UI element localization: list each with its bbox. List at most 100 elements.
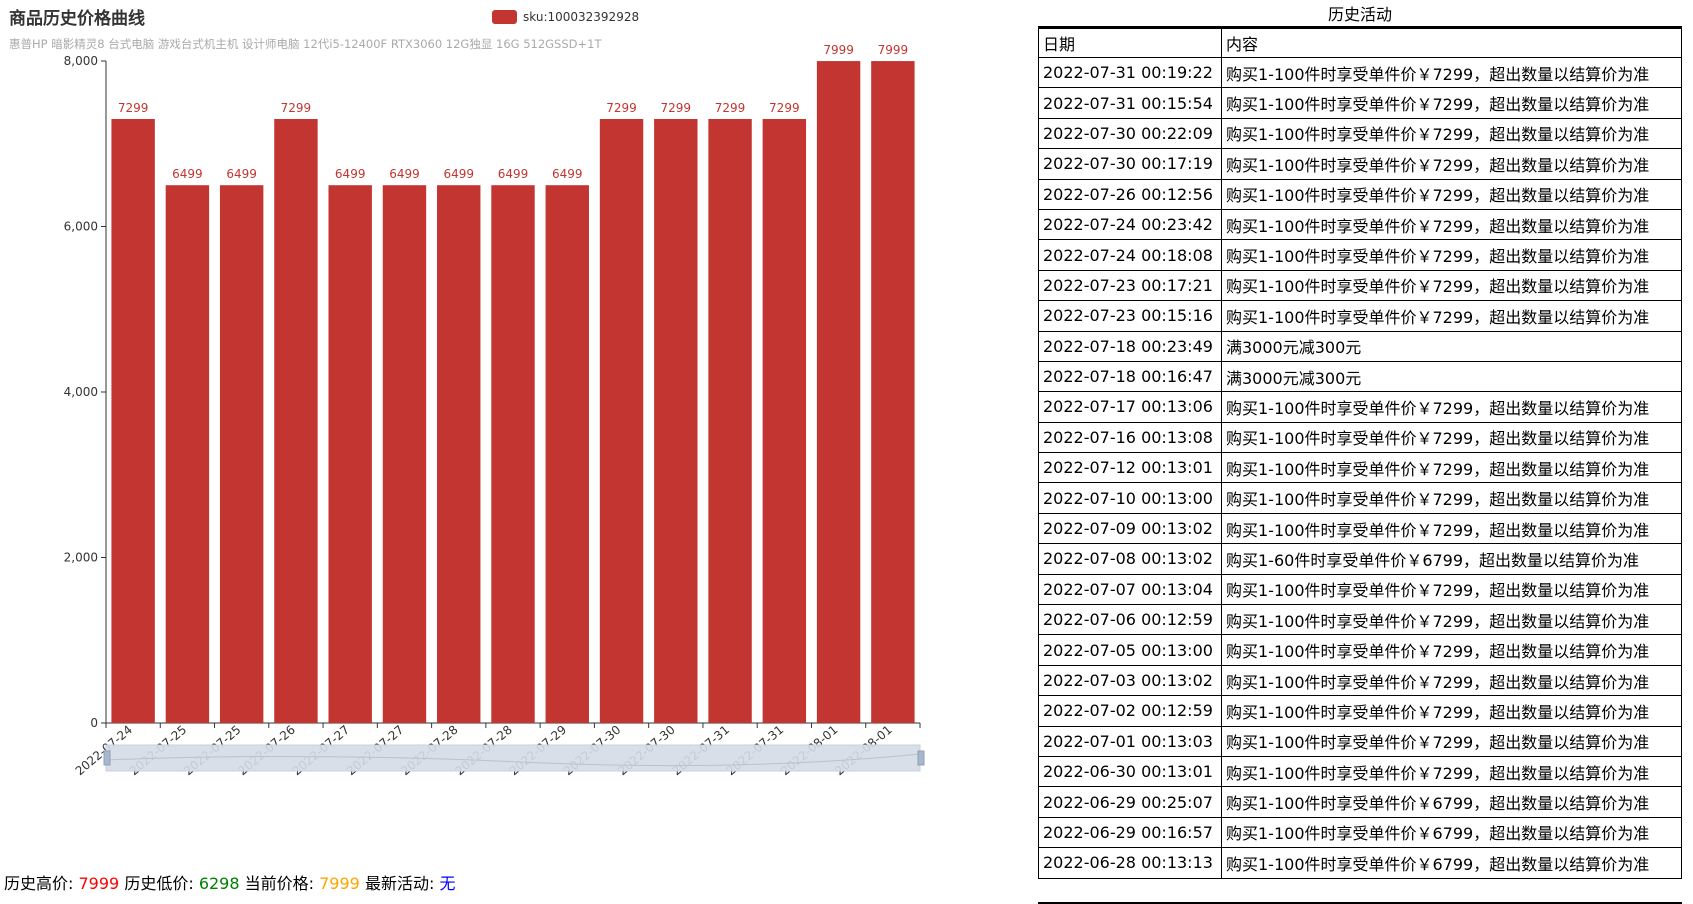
row-content: 购买1-100件时享受单件价￥7299，超出数量以结算价为准 xyxy=(1221,148,1682,180)
table-row: 2022-07-05 00:13:00 购买1-100件时享受单件价￥7299，超… xyxy=(1038,634,1682,666)
bar-value-label: 6499 xyxy=(172,167,203,181)
bar[interactable] xyxy=(816,61,861,723)
bar[interactable] xyxy=(708,119,752,723)
bar-value-label: 7299 xyxy=(118,101,149,115)
row-content: 购买1-100件时享受单件价￥7299，超出数量以结算价为准 xyxy=(1221,452,1682,484)
bar[interactable] xyxy=(545,185,589,723)
row-content: 购买1-100件时享受单件价￥7299，超出数量以结算价为准 xyxy=(1221,482,1682,514)
table-row: 2022-07-30 00:17:19 购买1-100件时享受单件价￥7299，超… xyxy=(1038,148,1682,180)
history-table-wrapper[interactable]: 日期 内容 2022-07-31 00:19:22 购买1-100件时享受单件价￥… xyxy=(1038,26,1682,904)
legend[interactable]: sku:100032392928 xyxy=(492,10,639,24)
row-date: 2022-07-30 00:22:09 xyxy=(1038,117,1222,150)
row-content: 购买1-100件时享受单件价￥7299，超出数量以结算价为准 xyxy=(1221,664,1682,697)
table-row: 2022-07-31 00:15:54 购买1-100件时享受单件价￥7299，超… xyxy=(1038,87,1682,119)
latest-activity-label: 最新活动: xyxy=(364,874,435,893)
bar[interactable] xyxy=(491,185,535,723)
row-content: 购买1-100件时享受单件价￥7299，超出数量以结算价为准 xyxy=(1221,695,1682,727)
table-row: 2022-07-03 00:13:02 购买1-100件时享受单件价￥7299，超… xyxy=(1038,664,1682,697)
zoom-handle-right[interactable] xyxy=(917,750,925,766)
row-content: 购买1-100件时享受单件价￥7299，超出数量以结算价为准 xyxy=(1221,239,1682,271)
row-date: 2022-07-06 00:12:59 xyxy=(1038,604,1222,636)
table-row: 2022-06-28 00:13:13 购买1-100件时享受单件价￥6799，超… xyxy=(1038,847,1682,879)
header-content: 内容 xyxy=(1221,28,1682,58)
row-date: 2022-06-28 00:13:13 xyxy=(1038,847,1222,879)
row-content: 购买1-100件时享受单件价￥7299，超出数量以结算价为准 xyxy=(1221,755,1682,788)
bar-value-label: 6499 xyxy=(226,167,257,181)
row-date: 2022-06-30 00:13:01 xyxy=(1038,755,1222,788)
bar[interactable] xyxy=(382,185,427,723)
zoom-handle-left[interactable] xyxy=(103,750,111,766)
bar[interactable] xyxy=(111,119,155,723)
table-row: 2022-07-23 00:17:21 购买1-100件时享受单件价￥7299，超… xyxy=(1038,269,1682,302)
row-date: 2022-07-12 00:13:01 xyxy=(1038,452,1222,484)
row-content: 购买1-100件时享受单件价￥7299，超出数量以结算价为准 xyxy=(1221,269,1682,302)
row-content: 购买1-100件时享受单件价￥7299，超出数量以结算价为准 xyxy=(1221,178,1682,210)
row-date: 2022-07-23 00:17:21 xyxy=(1038,269,1222,302)
y-tick-label: 6,000 xyxy=(64,220,98,234)
table-header-row: 日期 内容 xyxy=(1038,28,1682,58)
row-content: 购买1-100件时享受单件价￥7299，超出数量以结算价为准 xyxy=(1221,573,1682,606)
zoom-preview-line xyxy=(105,753,921,767)
history-table-body: 2022-07-31 00:19:22 购买1-100件时享受单件价￥7299，超… xyxy=(1038,56,1682,879)
table-row: 2022-07-01 00:13:03 购买1-100件时享受单件价￥7299，超… xyxy=(1038,725,1682,757)
row-content: 购买1-100件时享受单件价￥7299，超出数量以结算价为准 xyxy=(1221,391,1682,423)
bar[interactable] xyxy=(219,185,264,723)
row-date: 2022-07-26 00:12:56 xyxy=(1038,178,1222,210)
bar-value-label: 7999 xyxy=(823,43,854,57)
high-price-label: 历史高价: xyxy=(4,874,74,893)
table-row: 2022-07-07 00:13:04 购买1-100件时享受单件价￥7299，超… xyxy=(1038,573,1682,606)
bar[interactable] xyxy=(871,61,915,723)
chart-subtitle: 惠普HP 暗影精灵8 台式电脑 游戏台式机主机 设计师电脑 12代i5-1240… xyxy=(9,37,602,51)
table-row: 2022-07-26 00:12:56 购买1-100件时享受单件价￥7299，超… xyxy=(1038,178,1682,210)
row-date: 2022-07-07 00:13:04 xyxy=(1038,573,1222,606)
bar-value-label: 7299 xyxy=(606,101,637,115)
price-chart-panel: 商品历史价格曲线 惠普HP 暗影精灵8 台式电脑 游戏台式机主机 设计师电脑 1… xyxy=(4,8,925,893)
row-date: 2022-07-08 00:13:02 xyxy=(1038,543,1222,575)
high-price-value: 7999 xyxy=(78,874,120,893)
bar-value-label: 6499 xyxy=(389,167,420,181)
bar-value-label: 7299 xyxy=(281,101,312,115)
table-row: 2022-07-24 00:18:08 购买1-100件时享受单件价￥7299，超… xyxy=(1038,239,1682,271)
y-tick-label: 4,000 xyxy=(64,385,98,399)
legend-label[interactable]: sku:100032392928 xyxy=(523,10,639,24)
row-date: 2022-07-17 00:13:06 xyxy=(1038,391,1222,423)
row-content: 购买1-100件时享受单件价￥7299，超出数量以结算价为准 xyxy=(1221,604,1682,636)
legend-swatch[interactable] xyxy=(492,10,517,24)
bar[interactable] xyxy=(762,119,807,723)
table-row: 2022-06-30 00:13:01 购买1-100件时享受单件价￥7299，超… xyxy=(1038,755,1682,788)
row-date: 2022-07-01 00:13:03 xyxy=(1038,725,1222,757)
current-price-label: 当前价格: xyxy=(244,874,315,893)
table-row: 2022-06-29 00:25:07 购买1-100件时享受单件价￥6799，超… xyxy=(1038,786,1682,818)
bar[interactable] xyxy=(328,185,372,723)
data-zoom-slider[interactable] xyxy=(103,744,925,772)
table-row: 2022-07-18 00:16:47 满3000元减300元 xyxy=(1038,360,1682,393)
row-date: 2022-07-10 00:13:00 xyxy=(1038,482,1222,514)
table-row: 2022-07-24 00:23:42 购买1-100件时享受单件价￥7299，超… xyxy=(1038,208,1682,241)
row-date: 2022-07-05 00:13:00 xyxy=(1038,634,1222,666)
bar[interactable] xyxy=(599,119,644,723)
row-content: 购买1-100件时享受单件价￥7299，超出数量以结算价为准 xyxy=(1221,300,1682,332)
zoom-track[interactable] xyxy=(105,744,921,772)
row-content: 购买1-100件时享受单件价￥6799，超出数量以结算价为准 xyxy=(1221,816,1682,849)
table-row: 2022-07-31 00:19:22 购买1-100件时享受单件价￥7299，超… xyxy=(1038,56,1682,89)
row-date: 2022-07-18 00:23:49 xyxy=(1038,330,1222,362)
row-content: 满3000元减300元 xyxy=(1221,360,1682,393)
row-content: 购买1-100件时享受单件价￥7299，超出数量以结算价为准 xyxy=(1221,512,1682,545)
bar[interactable] xyxy=(437,185,481,723)
row-date: 2022-07-09 00:13:02 xyxy=(1038,512,1222,545)
row-date: 2022-07-16 00:13:08 xyxy=(1038,421,1222,454)
bar-value-label: 7299 xyxy=(661,101,692,115)
bar-value-label: 6499 xyxy=(443,167,474,181)
row-date: 2022-07-31 00:15:54 xyxy=(1038,87,1222,119)
row-date: 2022-07-02 00:12:59 xyxy=(1038,695,1222,727)
row-date: 2022-06-29 00:16:57 xyxy=(1038,816,1222,849)
bar[interactable] xyxy=(165,185,210,723)
bar-value-label: 6499 xyxy=(552,167,583,181)
y-tick-label: 0 xyxy=(90,716,98,730)
bar[interactable] xyxy=(654,119,698,723)
row-content: 购买1-100件时享受单件价￥7299，超出数量以结算价为准 xyxy=(1221,421,1682,454)
y-tick-label: 2,000 xyxy=(64,551,98,565)
bar[interactable] xyxy=(274,119,318,723)
table-row: 2022-07-06 00:12:59 购买1-100件时享受单件价￥7299，超… xyxy=(1038,604,1682,636)
table-row: 2022-07-12 00:13:01 购买1-100件时享受单件价￥7299，超… xyxy=(1038,452,1682,484)
